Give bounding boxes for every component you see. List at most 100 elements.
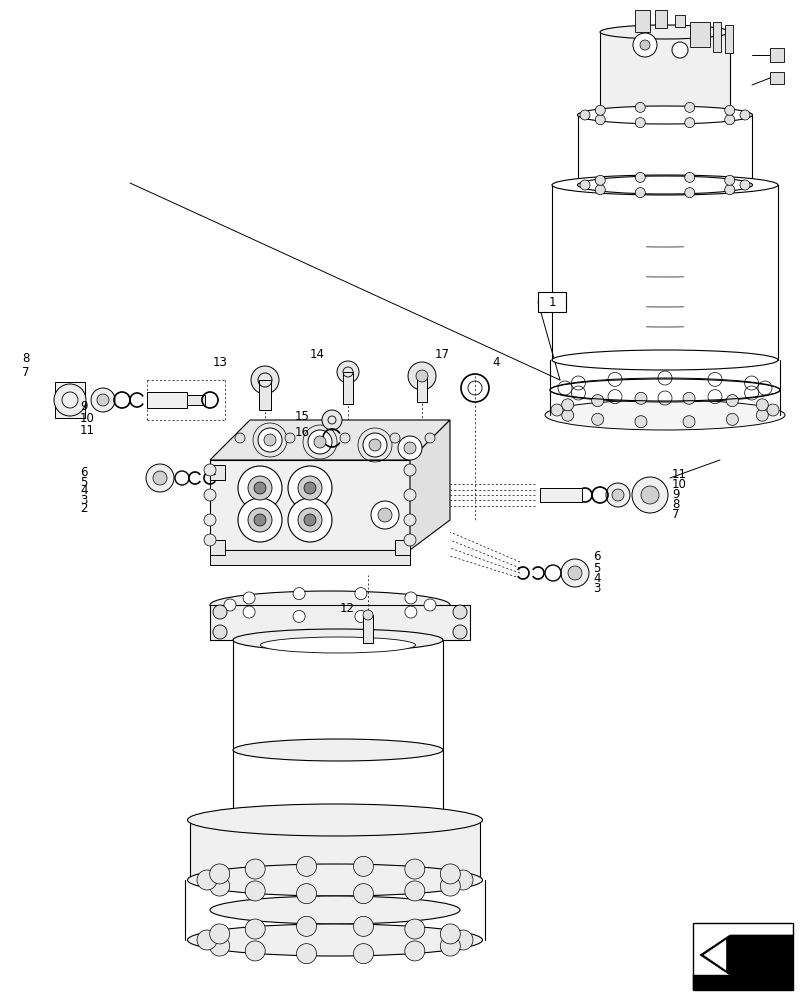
Circle shape: [440, 936, 460, 956]
Circle shape: [453, 605, 466, 619]
Circle shape: [406, 883, 423, 899]
Circle shape: [254, 514, 266, 526]
Circle shape: [407, 362, 436, 390]
Circle shape: [684, 172, 694, 182]
Circle shape: [247, 508, 272, 532]
Circle shape: [454, 872, 470, 888]
Circle shape: [634, 392, 646, 404]
Circle shape: [293, 610, 305, 622]
Circle shape: [288, 498, 332, 542]
Text: 1: 1: [547, 296, 555, 308]
Circle shape: [298, 476, 322, 500]
Circle shape: [355, 858, 371, 874]
Circle shape: [245, 919, 265, 939]
Text: 16: 16: [294, 426, 310, 438]
Circle shape: [633, 33, 656, 57]
Ellipse shape: [210, 896, 460, 924]
Text: 4: 4: [80, 485, 88, 497]
Circle shape: [371, 501, 398, 529]
Circle shape: [288, 466, 332, 510]
Bar: [712, 22, 720, 52]
Text: 2: 2: [80, 502, 88, 516]
Circle shape: [209, 876, 230, 896]
Circle shape: [247, 476, 272, 500]
Circle shape: [354, 610, 367, 622]
Circle shape: [296, 944, 316, 964]
Circle shape: [639, 40, 649, 50]
Circle shape: [353, 884, 373, 904]
Bar: [769, 48, 783, 62]
Circle shape: [440, 876, 460, 896]
Circle shape: [442, 866, 457, 882]
Circle shape: [440, 864, 460, 884]
Circle shape: [591, 395, 603, 407]
Text: 13: 13: [212, 357, 228, 369]
Circle shape: [406, 861, 423, 877]
Text: 3: 3: [592, 582, 599, 594]
Circle shape: [594, 175, 604, 185]
Polygon shape: [210, 460, 410, 550]
Circle shape: [209, 924, 230, 944]
Ellipse shape: [551, 175, 777, 195]
Ellipse shape: [187, 864, 482, 896]
Ellipse shape: [260, 637, 415, 653]
Circle shape: [724, 105, 734, 115]
Circle shape: [404, 534, 415, 546]
Circle shape: [682, 392, 694, 404]
Text: 14: 14: [310, 349, 324, 361]
Circle shape: [353, 944, 373, 964]
Circle shape: [404, 442, 415, 454]
Text: 6: 6: [80, 466, 88, 480]
Circle shape: [314, 436, 325, 448]
Circle shape: [197, 930, 217, 950]
Circle shape: [340, 433, 350, 443]
Text: 3: 3: [80, 493, 88, 506]
Text: 8: 8: [672, 498, 679, 512]
Bar: [654, 10, 666, 28]
Circle shape: [405, 919, 424, 939]
Polygon shape: [190, 820, 479, 880]
Circle shape: [322, 410, 341, 430]
Bar: [363, 615, 372, 643]
Circle shape: [224, 599, 236, 611]
Circle shape: [684, 118, 694, 128]
Circle shape: [97, 394, 109, 406]
Circle shape: [453, 870, 473, 890]
Circle shape: [579, 180, 590, 190]
Circle shape: [634, 118, 645, 128]
Text: 5: 5: [592, 562, 599, 574]
Bar: [689, 22, 709, 47]
Circle shape: [442, 878, 457, 894]
Circle shape: [405, 859, 424, 879]
Circle shape: [739, 180, 749, 190]
Circle shape: [204, 534, 216, 546]
Circle shape: [152, 471, 167, 485]
Circle shape: [591, 413, 603, 425]
Circle shape: [298, 858, 314, 874]
Ellipse shape: [544, 400, 784, 430]
Circle shape: [353, 856, 373, 876]
Circle shape: [453, 625, 466, 639]
Circle shape: [405, 606, 416, 618]
Circle shape: [212, 878, 227, 894]
Circle shape: [234, 433, 245, 443]
Circle shape: [91, 388, 115, 412]
Circle shape: [640, 486, 659, 504]
Ellipse shape: [187, 924, 482, 956]
Circle shape: [242, 592, 255, 604]
Ellipse shape: [549, 378, 779, 402]
Circle shape: [209, 936, 230, 956]
Circle shape: [204, 489, 216, 501]
Circle shape: [245, 859, 265, 879]
Bar: [692, 923, 792, 990]
Ellipse shape: [233, 739, 443, 761]
Text: 9: 9: [80, 400, 88, 414]
Circle shape: [739, 110, 749, 120]
Polygon shape: [210, 550, 410, 565]
Circle shape: [378, 508, 392, 522]
Bar: [259, 380, 271, 410]
Circle shape: [684, 188, 694, 198]
Text: 6: 6: [592, 550, 600, 564]
Circle shape: [594, 115, 604, 125]
Circle shape: [724, 175, 734, 185]
